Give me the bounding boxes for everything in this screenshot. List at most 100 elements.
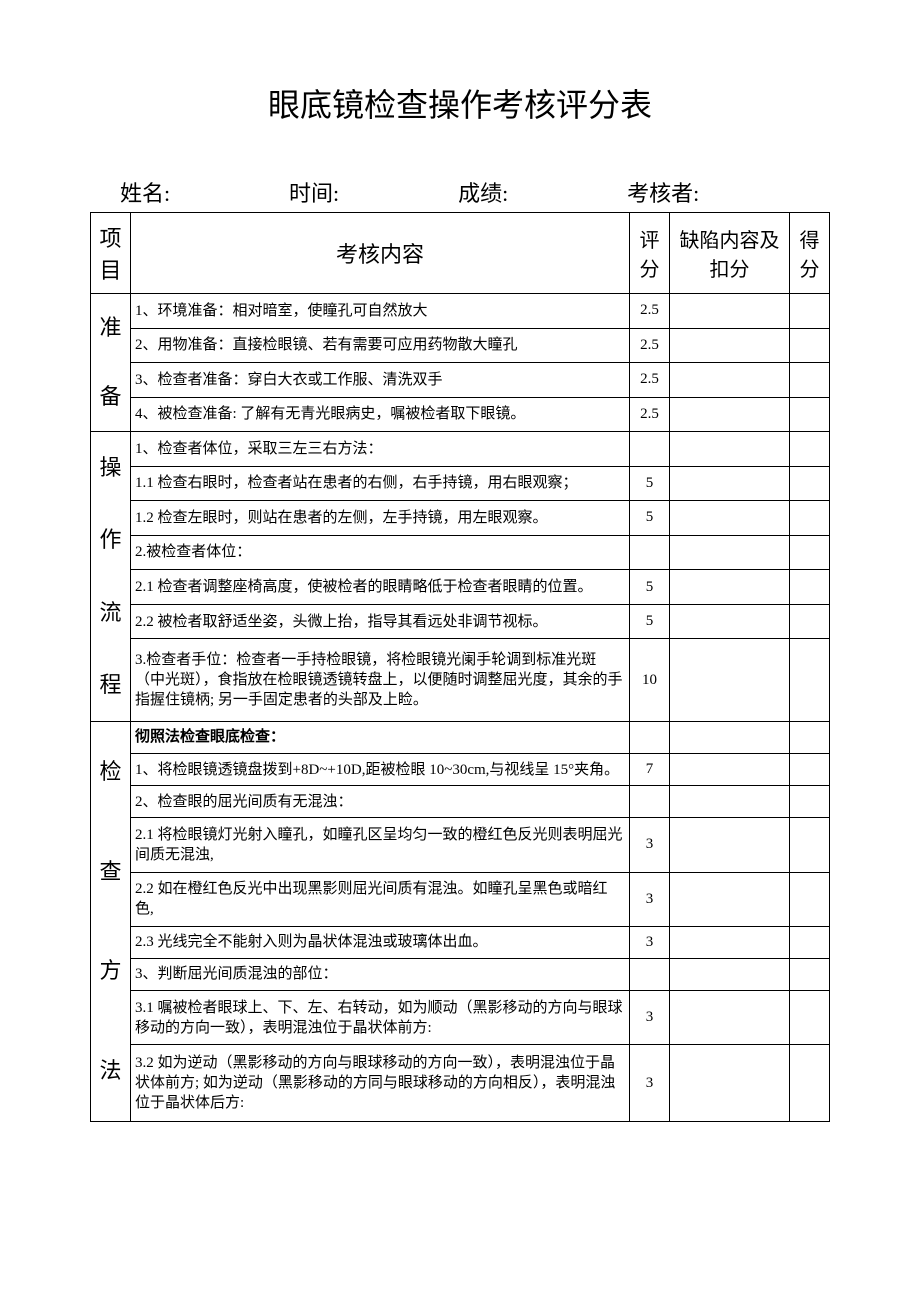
final-cell <box>790 754 830 786</box>
defect-cell <box>670 639 790 722</box>
cat-char: 检 <box>99 761 121 783</box>
final-cell <box>790 432 830 467</box>
table-row: 1.1 检查右眼时，检查者站在患者的右侧，右手持镜，用右眼观察； 5 <box>91 466 830 501</box>
score-cell: 3 <box>630 872 670 926</box>
content-cell: 1.2 检查左眼时，则站在患者的左侧，左手持镜，用左眼观察。 <box>131 501 630 536</box>
content-cell: 1、将检眼镜透镜盘拨到+8D~+10D,距被检眼 10~30cm,与视线呈 15… <box>131 754 630 786</box>
table-row: 4、被检查准备: 了解有无青光眼病史，嘱被检者取下眼镜。 2.5 <box>91 397 830 432</box>
defect-cell <box>670 1045 790 1122</box>
content-cell: 1、检查者体位，采取三左三右方法： <box>131 432 630 467</box>
defect-cell <box>670 466 790 501</box>
cat-char: 法 <box>99 1060 121 1082</box>
table-row: 3.2 如为逆动（黑影移动的方向与眼球移动的方向一致），表明混浊位于晶状体前方;… <box>91 1045 830 1122</box>
score-cell <box>630 535 670 570</box>
defect-cell <box>670 501 790 536</box>
content-cell: 1.1 检查右眼时，检查者站在患者的右侧，右手持镜，用右眼观察； <box>131 466 630 501</box>
defect-cell <box>670 786 790 818</box>
final-cell <box>790 991 830 1045</box>
content-cell: 2.1 检查者调整座椅高度，使被检者的眼睛略低于检查者眼睛的位置。 <box>131 570 630 605</box>
table-row: 操 作 流 程 1、检查者体位，采取三左三右方法： <box>91 432 830 467</box>
cat-char: 方 <box>99 960 121 982</box>
category-method: 检 查 方 法 <box>91 722 131 1122</box>
defect-cell <box>670 872 790 926</box>
cat-char: 操 <box>99 457 121 479</box>
defect-cell <box>670 294 790 329</box>
table-row: 2、用物准备：直接检眼镜、若有需要可应用药物散大瞳孔 2.5 <box>91 328 830 363</box>
table-row: 1、将检眼镜透镜盘拨到+8D~+10D,距被检眼 10~30cm,与视线呈 15… <box>91 754 830 786</box>
time-label: 时间: <box>289 176 458 208</box>
final-cell <box>790 328 830 363</box>
content-cell: 3.检查者手位：检查者一手持检眼镜，将检眼镜光阑手轮调到标准光斑（中光斑），食指… <box>131 639 630 722</box>
score-cell <box>630 722 670 754</box>
score-cell: 3 <box>630 991 670 1045</box>
table-row: 3.1 嘱被检者眼球上、下、左、右转动，如为顺动（黑影移动的方向与眼球移动的方向… <box>91 991 830 1045</box>
table-row: 1.2 检查左眼时，则站在患者的左侧，左手持镜，用左眼观察。 5 <box>91 501 830 536</box>
final-cell <box>790 363 830 398</box>
examiner-label: 考核者: <box>627 176 830 208</box>
category-procedure: 操 作 流 程 <box>91 432 131 722</box>
score-cell <box>630 432 670 467</box>
page-title: 眼底镜检查操作考核评分表 <box>90 80 830 126</box>
final-cell <box>790 926 830 958</box>
header-info-row: 姓名: 时间: 成绩: 考核者: <box>90 176 830 208</box>
table-row: 3、判断屈光间质混浊的部位： <box>91 959 830 991</box>
final-cell <box>790 397 830 432</box>
cat-char: 准 <box>99 317 121 339</box>
table-body: 准 备 1、环境准备：相对暗室，使瞳孔可自然放大 2.5 2、用物准备：直接检眼… <box>91 294 830 1122</box>
content-cell: 2、用物准备：直接检眼镜、若有需要可应用药物散大瞳孔 <box>131 328 630 363</box>
cat-char: 流 <box>99 602 121 624</box>
content-cell: 2.2 被检者取舒适坐姿，头微上抬，指导其看远处非调节视标。 <box>131 604 630 639</box>
defect-cell <box>670 535 790 570</box>
score-cell: 5 <box>630 501 670 536</box>
score-cell: 5 <box>630 466 670 501</box>
final-cell <box>790 818 830 872</box>
defect-cell <box>670 604 790 639</box>
final-cell <box>790 959 830 991</box>
final-cell <box>790 1045 830 1122</box>
assessment-table: 项目 考核内容 评分 缺陷内容及扣分 得分 准 备 1、环境准备：相对暗室，使瞳… <box>90 212 830 1122</box>
defect-cell <box>670 991 790 1045</box>
content-cell: 3、判断屈光间质混浊的部位： <box>131 959 630 991</box>
cat-char: 备 <box>99 386 121 408</box>
table-row: 2.2 如在橙红色反光中出现黑影则屈光间质有混浊。如瞳孔呈黑色或暗红色, 3 <box>91 872 830 926</box>
content-cell: 3.1 嘱被检者眼球上、下、左、右转动，如为顺动（黑影移动的方向与眼球移动的方向… <box>131 991 630 1045</box>
col-content: 考核内容 <box>131 213 630 294</box>
table-row: 3.检查者手位：检查者一手持检眼镜，将检眼镜光阑手轮调到标准光斑（中光斑），食指… <box>91 639 830 722</box>
defect-cell <box>670 328 790 363</box>
final-cell <box>790 604 830 639</box>
score-cell: 2.5 <box>630 294 670 329</box>
score-cell: 2.5 <box>630 363 670 398</box>
final-cell <box>790 535 830 570</box>
content-cell: 2.3 光线完全不能射入则为晶状体混浊或玻璃体出血。 <box>131 926 630 958</box>
defect-cell <box>670 432 790 467</box>
score-cell: 5 <box>630 604 670 639</box>
table-row: 2.1 将检眼镜灯光射入瞳孔，如瞳孔区呈均匀一致的橙红色反光则表明屈光间质无混浊… <box>91 818 830 872</box>
defect-cell <box>670 926 790 958</box>
table-row: 2.被检查者体位： <box>91 535 830 570</box>
defect-cell <box>670 818 790 872</box>
score-cell: 3 <box>630 926 670 958</box>
score-cell <box>630 959 670 991</box>
final-cell <box>790 294 830 329</box>
final-cell <box>790 466 830 501</box>
table-row: 准 备 1、环境准备：相对暗室，使瞳孔可自然放大 2.5 <box>91 294 830 329</box>
final-cell <box>790 639 830 722</box>
score-cell: 3 <box>630 818 670 872</box>
final-cell <box>790 786 830 818</box>
score-cell: 5 <box>630 570 670 605</box>
content-cell: 2.2 如在橙红色反光中出现黑影则屈光间质有混浊。如瞳孔呈黑色或暗红色, <box>131 872 630 926</box>
result-label: 成绩: <box>458 176 627 208</box>
col-item: 项目 <box>91 213 131 294</box>
final-cell <box>790 872 830 926</box>
defect-cell <box>670 722 790 754</box>
content-cell: 1、环境准备：相对暗室，使瞳孔可自然放大 <box>131 294 630 329</box>
score-cell: 3 <box>630 1045 670 1122</box>
table-row: 2.1 检查者调整座椅高度，使被检者的眼睛略低于检查者眼睛的位置。 5 <box>91 570 830 605</box>
cat-char: 作 <box>99 529 121 551</box>
cat-char: 程 <box>99 674 121 696</box>
defect-cell <box>670 959 790 991</box>
score-cell: 10 <box>630 639 670 722</box>
content-cell: 彻照法检查眼底检查： <box>131 722 630 754</box>
score-cell: 7 <box>630 754 670 786</box>
col-final: 得分 <box>790 213 830 294</box>
